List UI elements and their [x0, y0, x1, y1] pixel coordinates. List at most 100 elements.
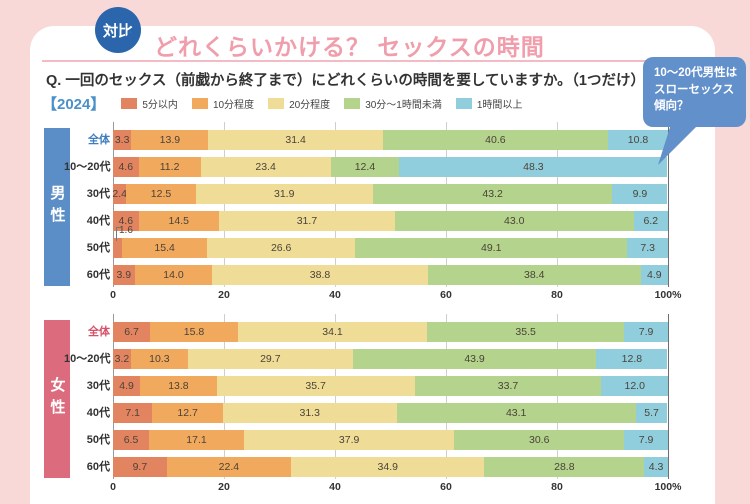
bar-segment: 12.4 — [330, 157, 400, 177]
bar-value-label: 14.0 — [163, 269, 184, 281]
bar-value-label: 34.9 — [377, 461, 398, 473]
row-label: 10～20代 — [64, 353, 111, 365]
row-label: 40代 — [86, 407, 110, 419]
axis-tick-label: 100% — [654, 289, 682, 301]
bar-value-label: 6.7 — [124, 326, 139, 338]
gridline — [668, 122, 669, 287]
bar-value-label: 43.0 — [504, 215, 525, 227]
bar-segment: 37.9 — [243, 430, 455, 450]
bar-segment: 6.7 — [113, 322, 151, 342]
callout-line: スローセックス — [654, 83, 735, 96]
legend-label: 20分程度 — [289, 100, 331, 111]
bar-segment: 13.9 — [131, 130, 209, 150]
bar-segment: 3.3 — [113, 130, 132, 150]
bar-segment: 9.9 — [612, 184, 668, 204]
bar-segment: 23.4 — [200, 157, 331, 177]
bar-segment: 6.5 — [113, 430, 150, 450]
legend-swatch-icon — [121, 98, 138, 109]
axis-tick-label: 0 — [110, 481, 116, 493]
bar-value-label: 13.9 — [159, 134, 181, 146]
bar-value-label: 12.0 — [624, 380, 645, 392]
bar-segment: 43.1 — [396, 403, 636, 423]
bar-segment: 4.9 — [640, 265, 668, 285]
bar-value-label: 35.7 — [305, 380, 326, 392]
year-label: 【2024】 — [42, 96, 106, 113]
legend-item: 20分程度 — [268, 96, 330, 111]
row-label: 30代 — [86, 188, 110, 200]
bar-segment: 3.9 — [113, 265, 135, 285]
bar-value-label: 5.7 — [644, 407, 659, 419]
bar-value-label: 15.8 — [183, 326, 205, 338]
bar-segment: 40.6 — [382, 130, 609, 150]
legend-label: 10分程度 — [212, 100, 255, 111]
bar-value-label: 10.8 — [627, 134, 649, 146]
legend-item: 1時間以上 — [455, 96, 522, 111]
bar-segment: 17.1 — [149, 430, 244, 450]
bar-segment: 7.9 — [624, 322, 668, 342]
bar-segment: 43.2 — [372, 184, 613, 204]
bar-segment: 34.1 — [237, 322, 428, 342]
bar-value-label: 12.5 — [150, 188, 172, 200]
bar-segment: 43.0 — [394, 211, 634, 231]
callout-tail-icon — [658, 121, 702, 165]
bar-segment: 13.8 — [140, 376, 217, 396]
chart-row: 2.4 12.5 31.9 43.2 9.9 — [112, 184, 668, 204]
plot-area: 0 20 40 60 80 100% 6.7 15.8 34.1 35.5 7.9 3.2 10.3 29… — [110, 314, 681, 504]
bar-segment: 31.4 — [208, 130, 383, 150]
bar-value-label: 6.2 — [643, 215, 659, 227]
bar-value-label: 17.1 — [186, 434, 207, 446]
bar-segment: 43.9 — [352, 349, 597, 369]
chart-row: 1.6 15.4 26.6 49.1 7.3 — [113, 225, 668, 258]
axis-tick-label: 100% — [654, 481, 682, 493]
bar-value-label: 38.4 — [523, 269, 545, 281]
gender-tab: 男性 — [44, 128, 70, 286]
bar-value-label: 9.9 — [632, 188, 648, 200]
survey-question: Q. 一回のセックス（前戯から終了まで）にどれくらいの時間を要していますか。（1… — [46, 73, 645, 89]
page-title: どれくらいかける？ セックスの時間 — [154, 34, 545, 60]
bar-segment: 10.8 — [608, 130, 668, 150]
bar-value-label: 38.8 — [309, 269, 331, 281]
bar-value-label: 7.3 — [640, 242, 656, 254]
bar-value-label: 4.9 — [647, 269, 662, 281]
bar-segment: 29.7 — [187, 349, 353, 369]
bar-segment: 30.6 — [454, 430, 625, 450]
bar-value-label: 31.7 — [296, 215, 318, 227]
legend-item: 5分以内 — [121, 96, 178, 111]
bar-value-label: 30.6 — [528, 434, 550, 446]
bar-segment: 38.4 — [427, 265, 641, 285]
callout-bubble: 10～20代男性は スローセックス 傾向？ — [643, 57, 746, 127]
gridline — [557, 122, 558, 287]
bar-value-label: 7.9 — [638, 434, 654, 446]
gridline — [446, 314, 447, 479]
bar-value-label: 2.4 — [112, 188, 127, 200]
bar-value-label: 43.2 — [482, 188, 503, 200]
bar-segment: 31.9 — [195, 184, 373, 204]
chart-row: 6.7 15.8 34.1 35.5 7.9 — [113, 322, 668, 342]
chart-row: 3.9 14.0 38.8 38.4 4.9 — [113, 265, 668, 285]
bar-value-label: 31.9 — [273, 188, 295, 200]
bar-segment: 4.6 — [113, 211, 139, 231]
legend-swatch-icon — [344, 98, 361, 109]
bar-segment: 7.3 — [627, 238, 668, 258]
bar-value-label: 9.7 — [132, 461, 148, 473]
bar-value-label: 31.4 — [285, 134, 306, 146]
bar-segment: 12.0 — [601, 376, 668, 396]
bar-segment: 14.0 — [134, 265, 213, 285]
bar-value-label: 6.5 — [123, 434, 139, 446]
gridline — [113, 122, 114, 287]
bar-segment: 5.7 — [635, 403, 668, 423]
bar-segment: 33.7 — [414, 376, 602, 396]
bar-segment: 11.2 — [138, 157, 201, 177]
gridline — [668, 314, 669, 479]
bar-segment: 10.3 — [130, 349, 188, 369]
chart-row: 3.2 10.3 29.7 43.9 12.8 — [113, 349, 668, 369]
bar-segment: 35.7 — [216, 376, 415, 396]
bar-value-label: 49.1 — [481, 242, 502, 254]
bar-value-label: 7.9 — [638, 326, 654, 338]
bar-segment: 7.9 — [624, 430, 668, 450]
bar-segment: 12.8 — [596, 349, 668, 369]
bar-segment: 38.8 — [212, 265, 428, 285]
plot-area: 0 20 40 60 80 100% 3.3 13.9 31.4 40.6 10.8 4.6 11.2 2… — [110, 122, 681, 312]
axis-tick-label: 60 — [440, 481, 452, 493]
bar-segment: 28.8 — [484, 457, 645, 477]
